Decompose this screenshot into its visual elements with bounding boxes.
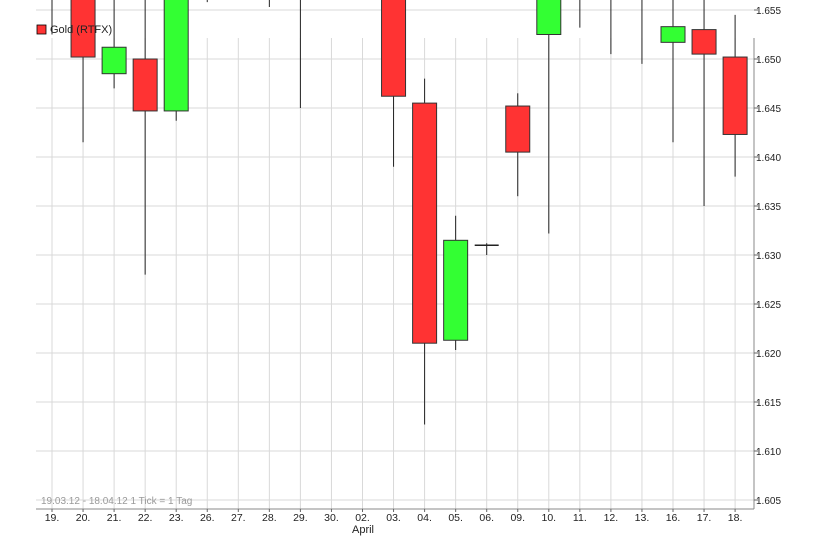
y-tick-label: 1.635 [756,202,781,213]
y-tick-label: 1.645 [756,104,781,115]
x-tick-label: 18. [728,512,743,524]
x-tick-label: 29. [293,512,308,524]
x-tick-label: 17. [697,512,712,524]
candle-body [536,0,562,35]
x-tick-label: 27. [231,512,246,524]
x-tick-label: 02. [355,512,370,524]
x-tick-label: 11. [573,512,587,524]
candle-body [70,0,96,58]
legend-label: Gold (RTFX) [50,24,112,36]
x-tick-label: 10. [541,512,556,524]
candle-body [691,29,717,55]
candle-body [443,239,469,341]
candle-body [660,26,686,43]
x-tick-label: 20. [76,512,91,524]
month-label: April [352,524,374,536]
x-tick-label: 28. [262,512,277,524]
x-tick-label: 16. [666,512,681,524]
x-tick-label: 03. [386,512,401,524]
y-tick-label: 1.630 [756,251,781,262]
candles [51,0,748,425]
axes: 1.605 1.610 1.615 1.620 1.625 1.630 1.635 1.640… [36,6,781,524]
y-tick-label: 1.655 [756,6,781,17]
y-tick-label: 1.620 [756,349,781,360]
x-tick-label: 06. [479,512,494,524]
y-tick-label: 1.650 [756,55,781,66]
candle-body [101,46,127,75]
x-tick-label: 04. [417,512,432,524]
legend: Gold (RTFX) [36,24,112,36]
y-tick-label: 1.615 [756,398,781,409]
y-tick-label: 1.625 [756,300,781,311]
candle-body [381,0,407,97]
footer-range-text: 19.03.12 - 18.04.12 1 Tick = 1 Tag [41,496,192,507]
candle-body [163,0,189,112]
x-tick-label: 21. [107,512,122,524]
candle-body [722,56,748,135]
x-tick-label: 23. [169,512,184,524]
legend-swatch [36,24,47,35]
x-tick-label: 12. [604,512,619,524]
candle-body [505,105,531,153]
y-tick-label: 1.610 [756,447,781,458]
x-tick-label: 26. [200,512,215,524]
x-tick-label: 30. [324,512,339,524]
candle-body [412,102,438,344]
x-tick-label: 09. [510,512,525,524]
x-tick-label: 05. [448,512,463,524]
x-tick-label: 22. [138,512,153,524]
candle-body [132,58,158,112]
y-tick-label: 1.640 [756,153,781,164]
x-tick-label: 19. [45,512,60,524]
y-tick-label: 1.605 [756,496,781,507]
x-tick-label: 13. [635,512,650,524]
